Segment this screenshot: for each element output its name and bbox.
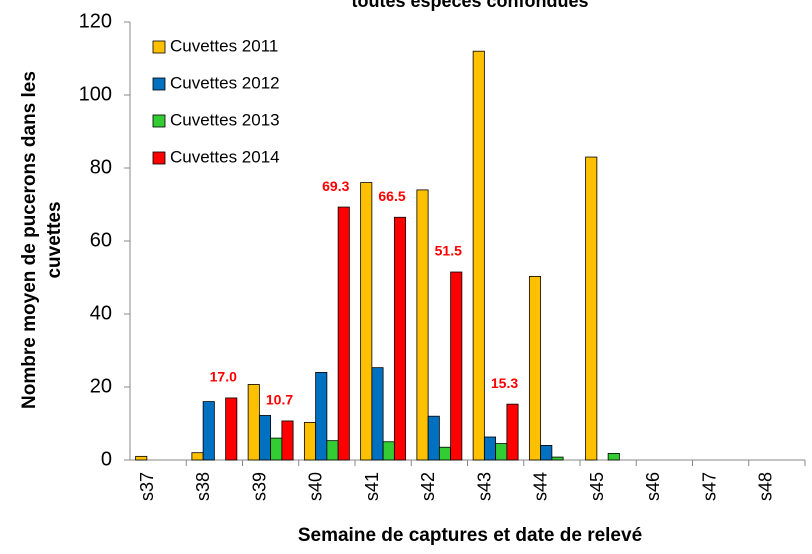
bar (337, 206, 350, 461)
x-tick-label: s45 (587, 472, 607, 501)
bar (258, 415, 272, 461)
bar (191, 452, 204, 461)
bar (270, 437, 283, 461)
bar (495, 443, 508, 461)
x-tick-label: s40 (306, 472, 326, 501)
legend-label: Cuvettes 2013 (170, 110, 280, 129)
bar (540, 444, 553, 461)
bar (371, 367, 384, 461)
x-tick-label: s44 (531, 472, 551, 501)
x-tick-label: s42 (418, 472, 438, 501)
bar (585, 156, 598, 461)
x-tick-label: s37 (137, 472, 157, 501)
y-tick-label: 40 (90, 302, 112, 324)
x-tick-label: s38 (193, 472, 213, 501)
y-tick-label: 0 (101, 448, 112, 470)
legend-swatch (152, 77, 166, 91)
bar (202, 401, 215, 461)
bar (528, 276, 542, 461)
y-axis-label: cuvettes (44, 201, 65, 278)
bar (607, 453, 620, 461)
bar (438, 446, 452, 461)
bar (225, 397, 238, 461)
data-label: 15.3 (491, 375, 518, 391)
legend-label: Cuvettes 2014 (170, 147, 280, 166)
y-tick-label: 100 (79, 83, 112, 105)
bar (326, 440, 339, 461)
data-label: 17.0 (210, 369, 237, 385)
x-tick-label: s46 (643, 472, 663, 501)
y-tick-label: 80 (90, 156, 112, 178)
bar (281, 420, 294, 461)
y-axis-label: Nombre moyen de pucerons dans les (19, 71, 40, 409)
x-tick-label: s39 (249, 472, 269, 501)
bar (382, 441, 395, 461)
data-label: 10.7 (266, 392, 293, 408)
bar (247, 384, 260, 461)
bar (472, 50, 485, 461)
bar (303, 422, 317, 461)
bar (506, 403, 519, 461)
y-tick-label: 60 (90, 229, 112, 251)
data-label: 51.5 (435, 243, 462, 259)
bar (450, 271, 463, 461)
bar (483, 436, 497, 461)
bar (551, 456, 564, 461)
legend-label: Cuvettes 2011 (170, 36, 278, 55)
chart-title: toutes espèces confondues (351, 0, 588, 11)
data-label: 66.5 (378, 188, 405, 204)
x-tick-label: s47 (699, 472, 719, 501)
y-tick-label: 20 (90, 375, 112, 397)
legend-swatch (152, 151, 166, 165)
bar (360, 182, 373, 461)
x-tick-label: s41 (362, 472, 382, 501)
legend-swatch (152, 40, 166, 54)
data-label: 69.3 (322, 178, 349, 194)
x-axis-label: Semaine de captures et date de relevé (298, 525, 642, 546)
bar (393, 216, 407, 461)
legend-label: Cuvettes 2012 (170, 73, 280, 92)
x-tick-label: s48 (756, 472, 776, 501)
y-tick-label: 120 (79, 10, 112, 32)
bar (135, 455, 148, 461)
bar (427, 415, 440, 461)
bar (416, 189, 429, 461)
x-tick-label: s43 (474, 472, 494, 501)
bar (315, 371, 328, 461)
legend-swatch (152, 114, 166, 128)
